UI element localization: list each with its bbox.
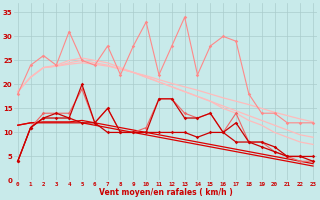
X-axis label: Vent moyen/en rafales ( km/h ): Vent moyen/en rafales ( km/h ) — [99, 188, 232, 197]
